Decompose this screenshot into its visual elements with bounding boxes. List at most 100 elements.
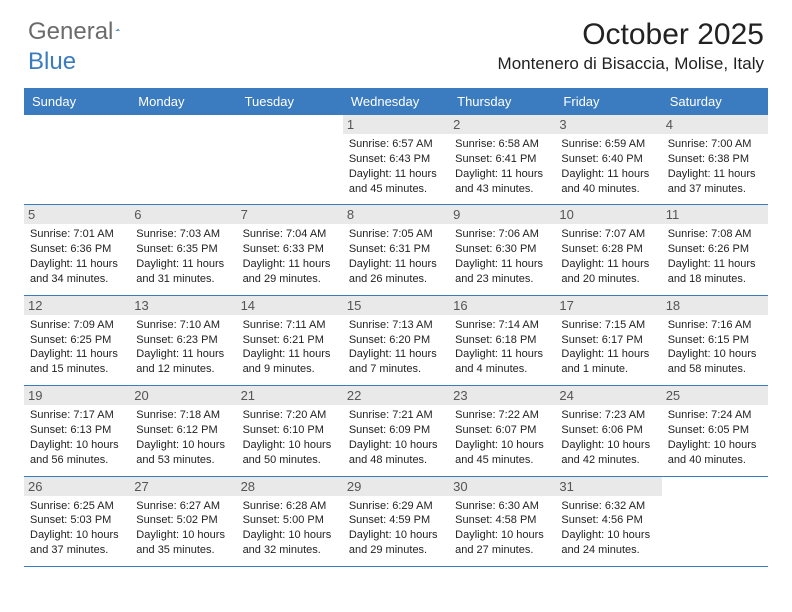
day-info: Sunrise: 6:57 AMSunset: 6:43 PMDaylight:… bbox=[349, 137, 443, 196]
day-number: 4 bbox=[662, 115, 768, 134]
day-cell: 9 Sunrise: 7:06 AMSunset: 6:30 PMDaylight… bbox=[449, 205, 555, 294]
day-number: 22 bbox=[343, 386, 449, 405]
day-number: 30 bbox=[449, 477, 555, 496]
day-number: 23 bbox=[449, 386, 555, 405]
day-number: 17 bbox=[555, 296, 661, 315]
day-number: 14 bbox=[237, 296, 343, 315]
day-cell: 5Sunrise: 7:01 AMSunset: 6:36 PMDaylight… bbox=[24, 205, 130, 294]
day-cell: 29 Sunrise: 6:29 AMSunset: 4:59 PMDayligh… bbox=[343, 477, 449, 566]
day-number: 20 bbox=[130, 386, 236, 405]
month-title: October 2025 bbox=[498, 18, 764, 52]
logo-triangle-icon bbox=[115, 20, 120, 40]
day-info: Sunrise: 7:01 AMSunset: 6:36 PMDaylight:… bbox=[30, 227, 124, 286]
day-number: 27 bbox=[130, 477, 236, 496]
day-info: Sunrise: 6:27 AMSunset: 5:02 PMDaylight:… bbox=[136, 499, 230, 558]
day-number: 7 bbox=[237, 205, 343, 224]
week-row: 26Sunrise: 6:25 AMSunset: 5:03 PMDayligh… bbox=[24, 477, 768, 567]
day-cell: 10 Sunrise: 7:07 AMSunset: 6:28 PMDayligh… bbox=[555, 205, 661, 294]
week-row: 19 Sunrise: 7:17 AMSunset: 6:13 PMDayligh… bbox=[24, 386, 768, 476]
day-info: Sunrise: 7:14 AMSunset: 6:18 PMDaylight:… bbox=[455, 318, 549, 377]
day-number: 8 bbox=[343, 205, 449, 224]
day-number: 21 bbox=[237, 386, 343, 405]
day-info: Sunrise: 7:17 AMSunset: 6:13 PMDaylight:… bbox=[30, 408, 124, 467]
day-cell: 21Sunrise: 7:20 AMSunset: 6:10 PMDayligh… bbox=[237, 386, 343, 475]
day-number: 24 bbox=[555, 386, 661, 405]
day-number: 3 bbox=[555, 115, 661, 134]
day-number: 18 bbox=[662, 296, 768, 315]
day-cell: 2 Sunrise: 6:58 AMSunset: 6:41 PMDaylight… bbox=[449, 115, 555, 204]
day-number: 9 bbox=[449, 205, 555, 224]
day-number: 25 bbox=[662, 386, 768, 405]
day-cell: 13 Sunrise: 7:10 AMSunset: 6:23 PMDayligh… bbox=[130, 296, 236, 385]
weekday-header: Sunday bbox=[24, 88, 130, 115]
day-info: Sunrise: 7:07 AMSunset: 6:28 PMDaylight:… bbox=[561, 227, 655, 286]
day-cell: 28Sunrise: 6:28 AMSunset: 5:00 PMDayligh… bbox=[237, 477, 343, 566]
empty-day-cell bbox=[24, 115, 130, 204]
day-cell: 20 Sunrise: 7:18 AMSunset: 6:12 PMDayligh… bbox=[130, 386, 236, 475]
day-cell: 19 Sunrise: 7:17 AMSunset: 6:13 PMDayligh… bbox=[24, 386, 130, 475]
day-number: 2 bbox=[449, 115, 555, 134]
day-info: Sunrise: 7:10 AMSunset: 6:23 PMDaylight:… bbox=[136, 318, 230, 377]
weekday-header: Monday bbox=[130, 88, 236, 115]
day-info: Sunrise: 7:24 AMSunset: 6:05 PMDaylight:… bbox=[668, 408, 762, 467]
day-info: Sunrise: 7:06 AMSunset: 6:30 PMDaylight:… bbox=[455, 227, 549, 286]
day-cell: 25 Sunrise: 7:24 AMSunset: 6:05 PMDayligh… bbox=[662, 386, 768, 475]
logo: General bbox=[28, 18, 143, 46]
day-cell: 8Sunrise: 7:05 AMSunset: 6:31 PMDaylight… bbox=[343, 205, 449, 294]
day-cell: 16 Sunrise: 7:14 AMSunset: 6:18 PMDayligh… bbox=[449, 296, 555, 385]
day-number: 6 bbox=[130, 205, 236, 224]
day-number: 11 bbox=[662, 205, 768, 224]
day-info: Sunrise: 7:16 AMSunset: 6:15 PMDaylight:… bbox=[668, 318, 762, 377]
day-number: 31 bbox=[555, 477, 661, 496]
day-cell: 4 Sunrise: 7:00 AMSunset: 6:38 PMDaylight… bbox=[662, 115, 768, 204]
day-info: Sunrise: 6:59 AMSunset: 6:40 PMDaylight:… bbox=[561, 137, 655, 196]
day-cell: 1 Sunrise: 6:57 AMSunset: 6:43 PMDaylight… bbox=[343, 115, 449, 204]
empty-day-cell bbox=[130, 115, 236, 204]
logo-text-blue: Blue bbox=[28, 48, 76, 75]
week-row: 5Sunrise: 7:01 AMSunset: 6:36 PMDaylight… bbox=[24, 205, 768, 295]
day-cell: 27 Sunrise: 6:27 AMSunset: 5:02 PMDayligh… bbox=[130, 477, 236, 566]
day-number: 13 bbox=[130, 296, 236, 315]
weekday-header: Wednesday bbox=[343, 88, 449, 115]
day-cell: 23 Sunrise: 7:22 AMSunset: 6:07 PMDayligh… bbox=[449, 386, 555, 475]
day-info: Sunrise: 6:29 AMSunset: 4:59 PMDaylight:… bbox=[349, 499, 443, 558]
empty-day-cell bbox=[237, 115, 343, 204]
day-cell: 11Sunrise: 7:08 AMSunset: 6:26 PMDayligh… bbox=[662, 205, 768, 294]
weekday-header: Tuesday bbox=[237, 88, 343, 115]
day-cell: 30Sunrise: 6:30 AMSunset: 4:58 PMDayligh… bbox=[449, 477, 555, 566]
weekday-header: Saturday bbox=[662, 88, 768, 115]
day-cell: 24 Sunrise: 7:23 AMSunset: 6:06 PMDayligh… bbox=[555, 386, 661, 475]
day-number: 15 bbox=[343, 296, 449, 315]
day-number: 26 bbox=[24, 477, 130, 496]
day-number: 29 bbox=[343, 477, 449, 496]
weekday-header: Thursday bbox=[449, 88, 555, 115]
day-cell: 14Sunrise: 7:11 AMSunset: 6:21 PMDayligh… bbox=[237, 296, 343, 385]
week-row: 1 Sunrise: 6:57 AMSunset: 6:43 PMDaylight… bbox=[24, 115, 768, 205]
day-info: Sunrise: 7:18 AMSunset: 6:12 PMDaylight:… bbox=[136, 408, 230, 467]
day-info: Sunrise: 7:22 AMSunset: 6:07 PMDaylight:… bbox=[455, 408, 549, 467]
day-number: 10 bbox=[555, 205, 661, 224]
day-cell: 22Sunrise: 7:21 AMSunset: 6:09 PMDayligh… bbox=[343, 386, 449, 475]
day-info: Sunrise: 7:00 AMSunset: 6:38 PMDaylight:… bbox=[668, 137, 762, 196]
day-cell: 3 Sunrise: 6:59 AMSunset: 6:40 PMDaylight… bbox=[555, 115, 661, 204]
day-cell: 18 Sunrise: 7:16 AMSunset: 6:15 PMDayligh… bbox=[662, 296, 768, 385]
day-info: Sunrise: 7:13 AMSunset: 6:20 PMDaylight:… bbox=[349, 318, 443, 377]
day-info: Sunrise: 7:23 AMSunset: 6:06 PMDaylight:… bbox=[561, 408, 655, 467]
day-info: Sunrise: 7:03 AMSunset: 6:35 PMDaylight:… bbox=[136, 227, 230, 286]
day-info: Sunrise: 6:28 AMSunset: 5:00 PMDaylight:… bbox=[243, 499, 337, 558]
day-number: 16 bbox=[449, 296, 555, 315]
location: Montenero di Bisaccia, Molise, Italy bbox=[498, 54, 764, 74]
title-block: October 2025 Montenero di Bisaccia, Moli… bbox=[498, 18, 764, 74]
day-cell: 26Sunrise: 6:25 AMSunset: 5:03 PMDayligh… bbox=[24, 477, 130, 566]
day-info: Sunrise: 7:09 AMSunset: 6:25 PMDaylight:… bbox=[30, 318, 124, 377]
day-cell: 17 Sunrise: 7:15 AMSunset: 6:17 PMDayligh… bbox=[555, 296, 661, 385]
day-info: Sunrise: 7:15 AMSunset: 6:17 PMDaylight:… bbox=[561, 318, 655, 377]
day-info: Sunrise: 6:58 AMSunset: 6:41 PMDaylight:… bbox=[455, 137, 549, 196]
calendar: SundayMondayTuesdayWednesdayThursdayFrid… bbox=[24, 88, 768, 567]
day-info: Sunrise: 7:04 AMSunset: 6:33 PMDaylight:… bbox=[243, 227, 337, 286]
day-cell: 6 Sunrise: 7:03 AMSunset: 6:35 PMDaylight… bbox=[130, 205, 236, 294]
day-number: 1 bbox=[343, 115, 449, 134]
day-cell: 7 Sunrise: 7:04 AMSunset: 6:33 PMDaylight… bbox=[237, 205, 343, 294]
day-cell: 12Sunrise: 7:09 AMSunset: 6:25 PMDayligh… bbox=[24, 296, 130, 385]
day-number: 19 bbox=[24, 386, 130, 405]
